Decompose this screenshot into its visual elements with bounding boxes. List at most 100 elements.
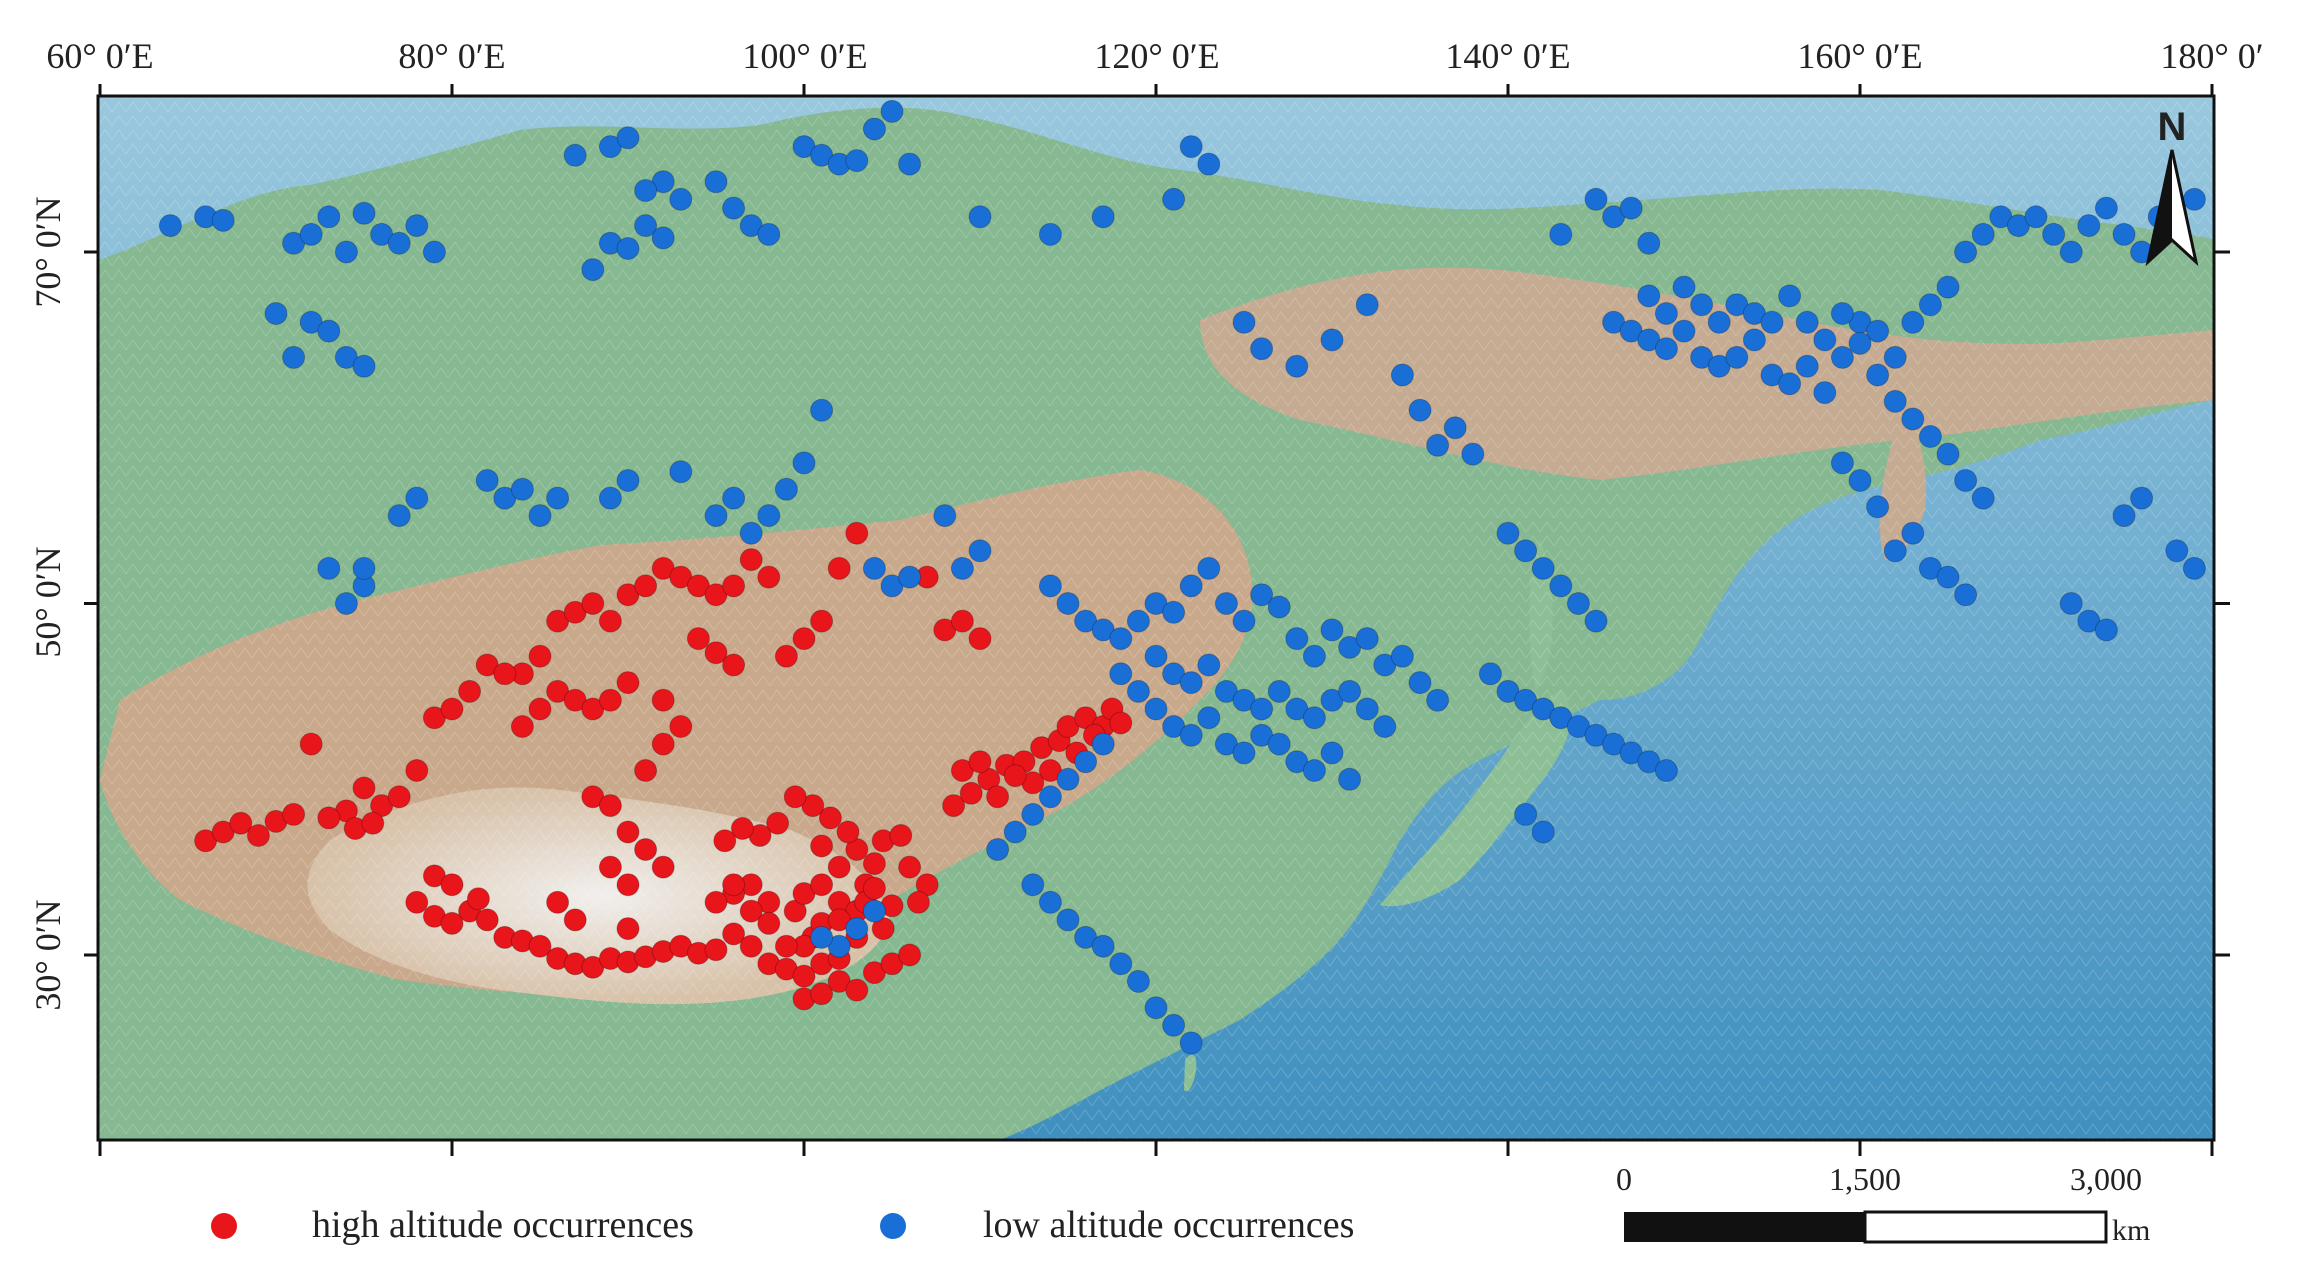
low-altitude-point [1637, 231, 1661, 255]
high-altitude-point [845, 521, 869, 545]
north-arrow: N [2145, 105, 2199, 267]
low-altitude-point [862, 556, 886, 580]
high-altitude-point [1003, 764, 1027, 788]
low-altitude-point [757, 222, 781, 246]
high-altitude-point [845, 978, 869, 1002]
low-altitude-point [704, 504, 728, 528]
high-altitude-point [528, 697, 552, 721]
low-altitude-point [1162, 187, 1186, 211]
low-altitude-point [616, 469, 640, 492]
low-altitude-point [634, 179, 658, 202]
low-altitude-point [475, 469, 499, 492]
low-altitude-point [1654, 759, 1678, 782]
low-altitude-point [1267, 679, 1291, 703]
low-altitude-point [1690, 293, 1714, 317]
high-altitude-point [704, 641, 728, 665]
low-altitude-point [1830, 345, 1854, 369]
low-altitude-point [898, 152, 922, 176]
high-altitude-point [598, 688, 622, 712]
low-altitude-point [1742, 328, 1766, 352]
low-altitude-point [1619, 196, 1643, 220]
high-altitude-point [317, 806, 341, 830]
high-altitude-point [862, 852, 886, 876]
high-altitude-point [757, 565, 781, 589]
longitude-label: 100° 0′E [742, 36, 867, 76]
low-altitude-point [616, 237, 640, 260]
high-altitude-point [405, 890, 429, 914]
low-altitude-point [1866, 319, 1890, 343]
low-altitude-point [880, 99, 904, 123]
low-altitude-point [669, 187, 693, 211]
low-altitude-point [2182, 556, 2206, 580]
low-altitude-point [1496, 521, 1520, 545]
high-altitude-point [510, 715, 534, 738]
low-altitude-point [1830, 302, 1854, 325]
low-altitude-point [1144, 697, 1168, 721]
low-altitude-point [1514, 802, 1538, 826]
high-altitude-point [634, 574, 658, 598]
low-altitude-point [1866, 363, 1890, 387]
high-altitude-point [528, 934, 552, 958]
high-altitude-point [792, 627, 816, 651]
low-altitude-point [968, 205, 992, 229]
high-altitude-point [739, 548, 763, 572]
high-altitude-point [616, 820, 640, 844]
low-altitude-point [1531, 820, 1555, 844]
low-altitude-point [1285, 627, 1309, 651]
high-altitude-point [792, 964, 816, 988]
high-altitude-point [757, 911, 781, 935]
low-altitude-point [1197, 152, 1221, 176]
high-altitude-point [810, 873, 834, 897]
legend-low-marker [880, 1213, 906, 1239]
high-altitude-point [440, 697, 464, 721]
high-altitude-point [959, 781, 983, 805]
low-altitude-point [1056, 908, 1080, 932]
low-altitude-point [739, 521, 763, 545]
low-altitude-point [1197, 556, 1221, 580]
low-altitude-point [1901, 521, 1925, 545]
low-altitude-point [334, 592, 358, 615]
low-altitude-point [845, 149, 869, 173]
low-altitude-point [1109, 952, 1133, 976]
high-altitude-point [651, 688, 675, 712]
low-altitude-point [334, 240, 358, 264]
low-altitude-point [1954, 583, 1978, 607]
low-altitude-point [317, 556, 341, 580]
low-altitude-point [1866, 495, 1890, 519]
high-altitude-point [818, 806, 842, 830]
low-altitude-point [598, 486, 622, 510]
low-altitude-point [528, 504, 552, 528]
high-altitude-point [440, 873, 464, 897]
low-altitude-point [1795, 310, 1819, 334]
high-altitude-point [739, 934, 763, 958]
high-altitude-point [774, 644, 798, 668]
low-altitude-point [1514, 539, 1538, 563]
low-altitude-point [1197, 706, 1221, 730]
low-altitude-point [1373, 715, 1397, 738]
high-altitude-point [546, 890, 570, 914]
low-altitude-point [1355, 697, 1379, 721]
low-altitude-point [1549, 574, 1573, 598]
low-altitude-point [933, 504, 957, 528]
low-altitude-point [1566, 592, 1590, 615]
low-altitude-point [1091, 732, 1115, 756]
low-altitude-point [1091, 934, 1115, 958]
high-altitude-point [466, 887, 490, 911]
legend: high altitude occurrences low altitude o… [211, 1204, 1354, 1246]
low-altitude-point [352, 354, 376, 378]
high-altitude-point [968, 750, 992, 774]
low-altitude-point [1654, 337, 1678, 361]
high-altitude-point [651, 732, 675, 756]
low-altitude-point [1707, 310, 1731, 334]
low-altitude-point [1267, 732, 1291, 756]
high-altitude-point [616, 873, 640, 897]
low-altitude-point [810, 398, 834, 422]
low-altitude-point [1091, 205, 1115, 229]
low-altitude-point [1126, 679, 1150, 703]
low-altitude-point [581, 258, 605, 282]
high-altitude-point [730, 817, 754, 840]
low-altitude-point [1126, 609, 1150, 633]
high-altitude-point [722, 574, 746, 598]
low-altitude-point [1478, 662, 1502, 686]
low-altitude-point [634, 214, 658, 238]
